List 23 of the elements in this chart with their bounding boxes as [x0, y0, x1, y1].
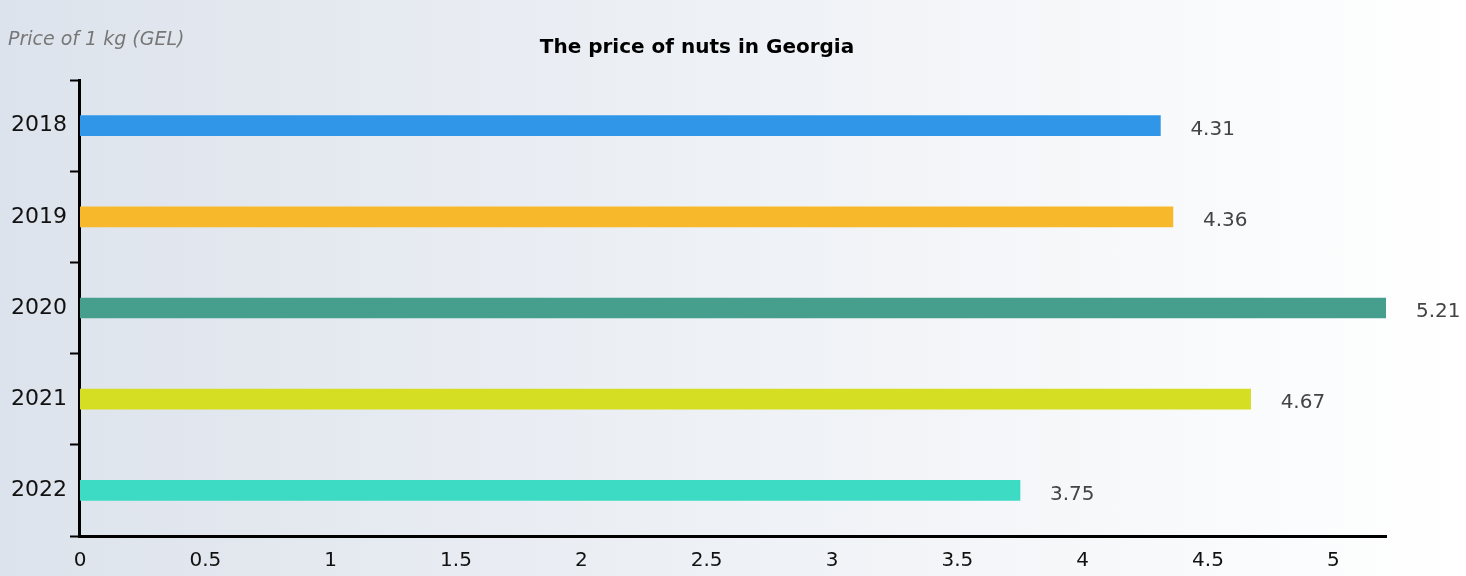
- x-tick-label: 1: [324, 547, 338, 572]
- x-tick-label: 3: [825, 547, 839, 572]
- data-label: 4.31: [1190, 115, 1235, 140]
- y-tick-label: 2020: [10, 293, 67, 319]
- x-tick-label: 3.5: [941, 547, 974, 572]
- chart-title: The price of nuts in Georgia: [539, 34, 855, 59]
- x-tick-label: 4.5: [1192, 547, 1224, 572]
- x-tick-label: 0: [73, 547, 87, 572]
- y-tick-label: 2021: [10, 384, 67, 410]
- data-label: 3.75: [1050, 480, 1095, 505]
- data-label: 4.67: [1280, 389, 1326, 414]
- y-tick-label: 2019: [10, 202, 67, 228]
- data-label: 5.21: [1416, 298, 1461, 323]
- x-tick-label: 4: [1076, 547, 1090, 572]
- x-tick-label: 2: [574, 547, 588, 572]
- text: Price of 1 kg (GEL): [8, 26, 185, 49]
- x-tick-label: 2.5: [690, 547, 723, 572]
- data-label: 4.36: [1202, 207, 1248, 231]
- x-tick-label: 5: [1326, 547, 1340, 572]
- x-tick-label: 1.5: [440, 547, 472, 572]
- y-tick-label: 2018: [10, 111, 67, 137]
- x-tick-label: 0.5: [189, 547, 222, 572]
- y-tick-label: 2022: [10, 476, 67, 502]
